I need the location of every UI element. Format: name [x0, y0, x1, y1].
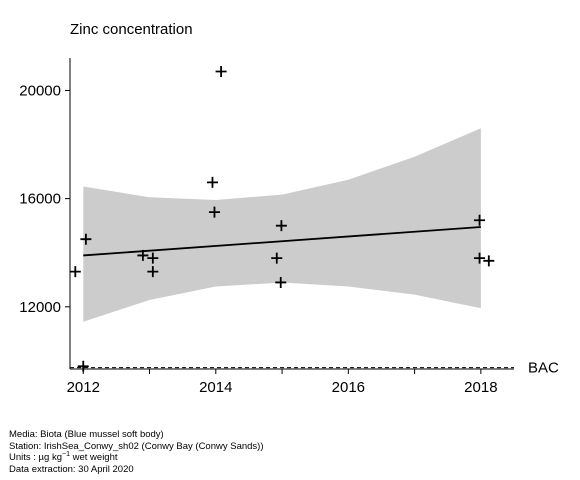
- data-point: [474, 214, 486, 226]
- trend-layer: [83, 226, 481, 257]
- points-layer: [69, 66, 495, 372]
- data-point: [271, 252, 283, 264]
- data-point: [69, 266, 81, 278]
- footer-units: Units : µg kg−1 wet weight: [9, 450, 264, 464]
- data-point: [137, 249, 149, 261]
- footer-media: Media: Biota (Blue mussel soft body): [9, 429, 164, 440]
- x-tick-label: 2018: [464, 379, 497, 396]
- footer-extraction: Data extraction: 30 April 2020: [9, 463, 134, 475]
- footer-notes: Media: Biota (Blue mussel soft body) Sta…: [9, 429, 264, 475]
- data-point: [215, 66, 227, 78]
- reference-layer: BAC: [70, 360, 559, 377]
- data-point: [208, 206, 220, 218]
- data-point: [275, 220, 287, 232]
- y-tick-label: 12000: [19, 299, 61, 316]
- footer-station: Station: IrishSea_Conwy_sh02 (Conwy Bay …: [9, 440, 264, 452]
- chart-title: Zinc concentration: [70, 21, 193, 38]
- x-tick-label: 2012: [67, 379, 100, 396]
- data-point: [147, 252, 159, 264]
- data-point: [275, 276, 287, 288]
- axes: 12000 16000 20000 2012 2014 2016 2018: [19, 58, 514, 396]
- data-point: [483, 255, 495, 267]
- data-point: [80, 233, 92, 245]
- y-tick-label: 20000: [19, 82, 61, 99]
- trend-line: [83, 226, 481, 257]
- x-tick-label: 2014: [199, 379, 232, 396]
- footer-units-prefix: Units : µg kg: [9, 452, 62, 463]
- footer-units-suffix: wet weight: [69, 452, 118, 463]
- y-tick-label: 16000: [19, 191, 61, 208]
- bac-label: BAC: [528, 360, 559, 377]
- data-point: [474, 252, 486, 264]
- data-point: [147, 266, 159, 278]
- footer-units-exponent: −1: [62, 450, 70, 458]
- x-tick-label: 2016: [332, 379, 365, 396]
- data-point: [206, 176, 218, 188]
